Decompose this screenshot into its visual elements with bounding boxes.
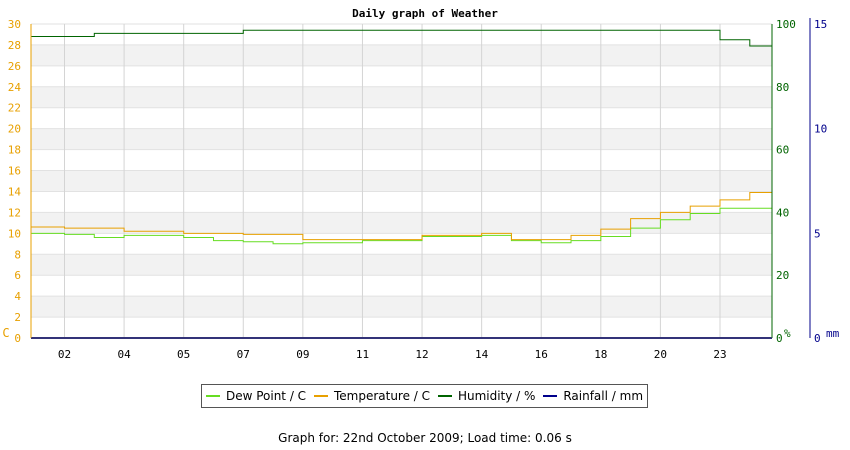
- left-axis-tick-label: 4: [14, 290, 21, 303]
- humidity-axis-tick-label: 40: [776, 206, 789, 219]
- left-axis-tick-label: 30: [8, 18, 21, 31]
- x-tick-label: 12: [415, 348, 428, 361]
- axes-layer: 02 04 05 07 09 11 12 14 16 18 20 230246810121416182…: [2, 18, 840, 361]
- legend-item-humidity: Humidity / %: [437, 389, 536, 403]
- legend-swatch-temperature: [313, 395, 328, 397]
- rainfall-axis-tick-label: 5: [814, 227, 821, 240]
- x-tick-label: 20: [654, 348, 667, 361]
- humidity-axis-tick-label: 60: [776, 144, 789, 157]
- legend-item-temperature: Temperature / C: [313, 389, 431, 403]
- humidity-axis-tick-label: 100: [776, 18, 796, 31]
- left-axis-tick-label: 14: [8, 185, 22, 198]
- humidity-axis-tick-label: 20: [776, 269, 789, 282]
- legend-swatch-humidity: [437, 395, 452, 397]
- x-tick-label: 09: [296, 348, 309, 361]
- left-axis-tick-label: 6: [14, 269, 21, 282]
- left-axis-tick-label: 2: [14, 311, 21, 324]
- grid-band: [31, 254, 772, 276]
- x-tick-label: 16: [535, 348, 548, 361]
- left-axis-tick-label: 16: [8, 165, 21, 178]
- legend-label-temperature: Temperature / C: [333, 389, 431, 403]
- humidity-axis-tick-label: 80: [776, 81, 789, 94]
- x-tick-label: 18: [594, 348, 607, 361]
- humidity-axis-tick-label: 0: [776, 332, 783, 345]
- chart-title: Daily graph of Weather: [352, 7, 498, 20]
- legend-swatch-rainfall: [543, 395, 558, 397]
- left-axis-unit: C: [2, 326, 9, 340]
- grid-band: [31, 170, 772, 192]
- grid-band: [31, 65, 772, 87]
- x-tick-label: 04: [117, 348, 131, 361]
- vertical-grid-lines: [64, 24, 721, 338]
- x-tick-label: 23: [713, 348, 726, 361]
- legend-item-dew-point: Dew Point / C: [205, 389, 307, 403]
- legend-label-humidity: Humidity / %: [457, 389, 536, 403]
- x-tick-label: 05: [177, 348, 190, 361]
- x-tick-label: 11: [356, 348, 369, 361]
- left-axis-tick-label: 28: [8, 39, 21, 52]
- grid-band: [31, 191, 772, 213]
- chart-background-bands: [31, 23, 772, 339]
- left-axis-tick-label: 20: [8, 123, 21, 136]
- grid-band: [31, 233, 772, 255]
- left-axis-tick-label: 8: [14, 248, 21, 261]
- rainfall-axis-tick-label: 15: [814, 18, 827, 31]
- legend-label-dew-point: Dew Point / C: [225, 389, 307, 403]
- grid-band: [31, 296, 772, 318]
- left-axis-tick-label: 22: [8, 102, 21, 115]
- x-tick-label: 07: [237, 348, 250, 361]
- chart-legend: Dew Point / C Temperature / C Humidity /…: [201, 384, 648, 408]
- weather-chart: 02 04 05 07 09 11 12 14 16 18 20 230246810121416182…: [2, 7, 840, 361]
- humidity-axis-unit: %: [784, 327, 791, 340]
- rainfall-axis-tick-label: 0: [814, 332, 821, 345]
- left-axis-tick-label: 18: [8, 144, 21, 157]
- footer-text: Graph for: 22nd October 2009; Load time:…: [278, 431, 572, 445]
- legend-swatch-dew-point: [205, 395, 220, 397]
- left-axis-tick-label: 24: [8, 81, 22, 94]
- left-axis-tick-label: 0: [14, 332, 21, 345]
- legend-item-rainfall: Rainfall / mm: [543, 389, 643, 403]
- grid-band: [31, 86, 772, 108]
- grid-band: [31, 24, 772, 45]
- grid-band: [31, 149, 772, 171]
- left-axis-tick-label: 26: [8, 60, 21, 73]
- grid-band: [31, 275, 772, 297]
- rainfall-axis-tick-label: 10: [814, 123, 827, 136]
- rainfall-axis-unit: mm: [826, 327, 840, 340]
- left-axis-tick-label: 12: [8, 206, 21, 219]
- x-tick-label: 02: [58, 348, 71, 361]
- left-axis-tick-label: 10: [8, 227, 21, 240]
- grid-band: [31, 107, 772, 129]
- grid-band: [31, 44, 772, 66]
- x-tick-label: 14: [475, 348, 489, 361]
- grid-band: [31, 212, 772, 234]
- grid-band: [31, 317, 772, 338]
- legend-label-rainfall: Rainfall / mm: [563, 389, 644, 403]
- grid-band: [31, 128, 772, 150]
